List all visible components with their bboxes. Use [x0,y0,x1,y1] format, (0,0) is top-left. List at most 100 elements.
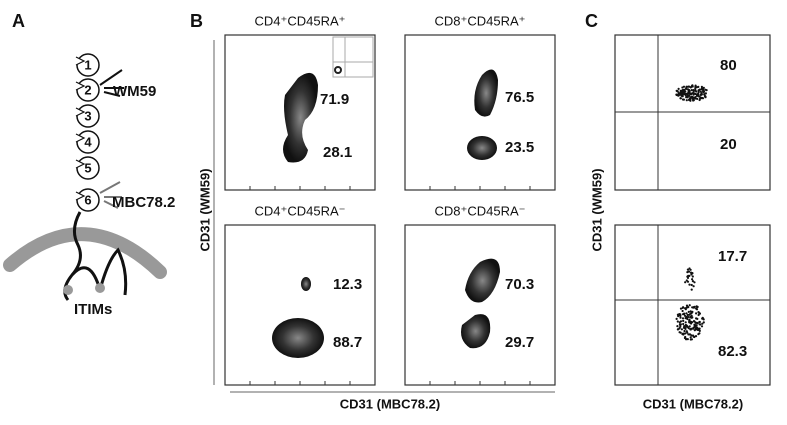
event-dot [691,97,694,100]
event-dot [692,320,696,323]
event-dot [676,94,680,97]
event-dot [684,321,687,324]
domain-notch [75,159,86,169]
event-dot [694,87,697,90]
event-dot [682,332,685,335]
event-dot [679,93,682,96]
event-dot [693,281,696,284]
event-dot [679,90,682,94]
event-dot [676,328,680,331]
event-dot [688,313,691,316]
event-dot [692,90,695,93]
event-dot [681,86,684,89]
event-dot [677,87,680,90]
domain-notch [75,107,86,117]
event-dot [692,285,695,288]
event-dot [691,327,695,330]
event-dot [677,92,680,95]
y-axis-label: CD31 (WM59) [589,168,604,251]
event-dot [690,283,693,287]
event-dot [698,312,702,315]
event-dot [687,310,690,313]
percentage: 76.5 [505,89,534,106]
domain-notch [75,191,86,201]
population-density [272,318,324,358]
itim [95,283,105,293]
population-density [301,277,311,291]
event-dot [682,319,685,322]
event-dot [684,90,687,93]
event-dot [684,308,687,311]
event-dot [698,320,701,324]
event-dot [692,334,695,337]
event-dot [685,315,688,318]
event-dot [702,321,705,324]
motif-label: ITIMs [74,301,112,318]
event-dot [701,322,704,325]
event-dot [681,95,684,98]
event-dot [690,288,693,291]
antibody-label: MBC78.2 [112,194,175,211]
event-dot [687,274,690,277]
plot-title: CD8⁺CD45RA⁻ [434,203,525,218]
event-dot [690,89,693,92]
event-dot [684,323,688,327]
event-dot [696,97,699,100]
event-dot [691,95,694,98]
panel-letter: A [12,11,25,31]
x-axis-label: CD31 (MBC78.2) [340,396,440,411]
event-dot [681,309,684,313]
event-dot [689,86,692,89]
event-dot [695,312,698,315]
event-dot [689,333,692,336]
event-dot [681,306,684,309]
membrane [3,227,167,279]
event-dot [691,278,694,281]
domain-number: 2 [84,82,91,97]
percentage: 23.5 [505,139,534,156]
antibody-label: WM59 [113,83,156,100]
event-dot [696,317,699,320]
event-dot [699,93,703,96]
panel-letter: B [190,11,203,31]
event-dot [702,86,705,89]
percentage: 80 [720,57,737,74]
event-dot [687,327,690,330]
event-dot [700,96,703,100]
domain-number: 6 [84,192,91,207]
event-dot [685,99,688,102]
plot-title: CD4⁺CD45RA⁺ [254,13,345,28]
receptor-domains: 1 2 3 4 5 6 [75,53,100,212]
antibody-icon [99,181,122,209]
event-dot [683,88,686,91]
event-dot [698,95,701,98]
event-dot [704,92,708,95]
domain-notch [75,56,86,66]
domain-number: 3 [84,108,91,123]
event-dot [693,323,696,326]
plot-title: CD4⁺CD45RA⁻ [254,203,345,218]
event-dot [696,93,699,96]
event-dot [679,307,683,310]
event-dot [682,322,685,326]
percentage: 28.1 [323,144,352,161]
event-dot [687,270,691,273]
event-dot [675,317,678,320]
percentage: 82.3 [718,343,747,360]
population-density [474,69,498,117]
event-dot [688,267,691,270]
event-dot [687,91,690,94]
population-density [467,136,497,160]
event-dot [699,323,702,326]
plot-title: CD8⁺CD45RA⁺ [434,13,525,28]
population-density [283,72,318,163]
panel-letter: C [585,11,598,31]
domain-number: 4 [84,134,92,149]
percentage: 29.7 [505,334,534,351]
event-dot [679,316,682,319]
event-dot [685,330,688,333]
event-dot [684,92,687,95]
domain-notch [75,133,86,143]
event-dot [692,89,695,92]
antibody-icon [99,69,124,97]
